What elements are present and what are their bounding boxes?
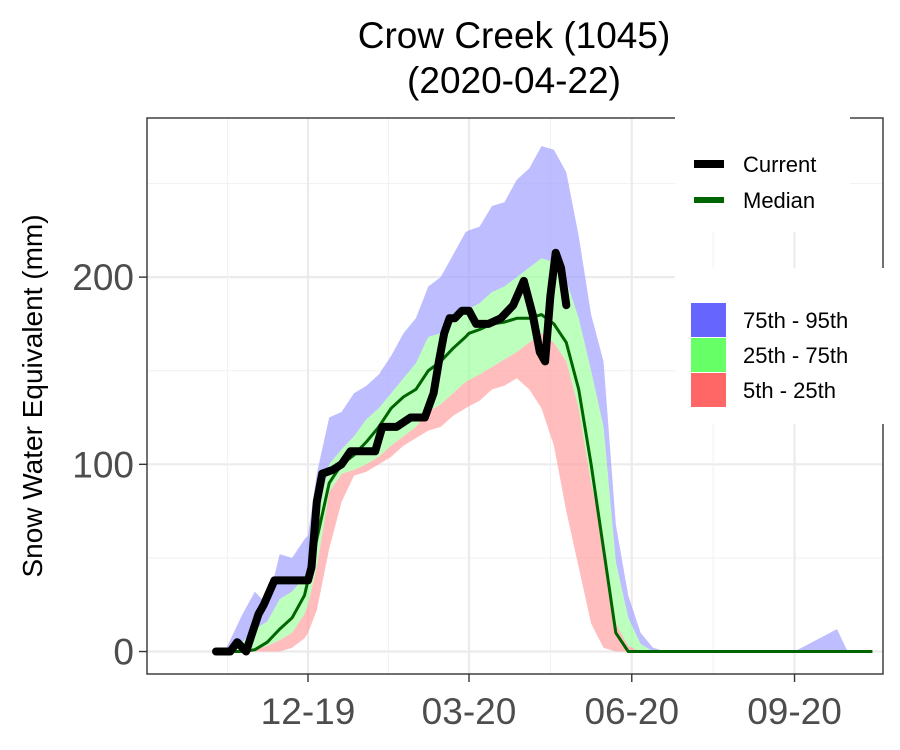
x-tick-label: 06-20 xyxy=(584,691,679,732)
legend-label: Current xyxy=(743,152,816,177)
x-axis: 12-19 03-20 06-20 09-20 xyxy=(261,674,842,732)
legend: Current Median 75th - 95th 25th - 75th 5th -… xyxy=(675,110,885,424)
legend-label: 5th - 25th xyxy=(743,378,836,403)
x-tick-label: 09-20 xyxy=(747,691,842,732)
y-axis-label: Snow Water Equivalent (mm) xyxy=(17,214,48,577)
legend-band-swatch xyxy=(691,373,726,407)
band-5th-25th xyxy=(224,333,873,652)
current-line xyxy=(212,248,571,656)
chart-subtitle: (2020-04-22) xyxy=(407,60,621,101)
y-tick-label: 0 xyxy=(113,632,134,673)
legend-label: 25th - 75th xyxy=(743,343,848,368)
x-tick-label: 12-19 xyxy=(261,691,356,732)
legend-label: Median xyxy=(743,188,815,213)
legend-label: 75th - 95th xyxy=(743,308,848,333)
chart-title: Crow Creek (1045) xyxy=(358,15,671,56)
band-75th-95th xyxy=(224,146,873,652)
legend-band-swatch xyxy=(691,338,726,372)
y-tick-label: 200 xyxy=(72,257,134,298)
y-axis: 0 100 200 xyxy=(72,257,147,673)
x-tick-label: 03-20 xyxy=(422,691,517,732)
y-tick-label: 100 xyxy=(72,444,134,485)
legend-lines-box xyxy=(675,110,850,232)
legend-band-swatch xyxy=(691,303,726,337)
